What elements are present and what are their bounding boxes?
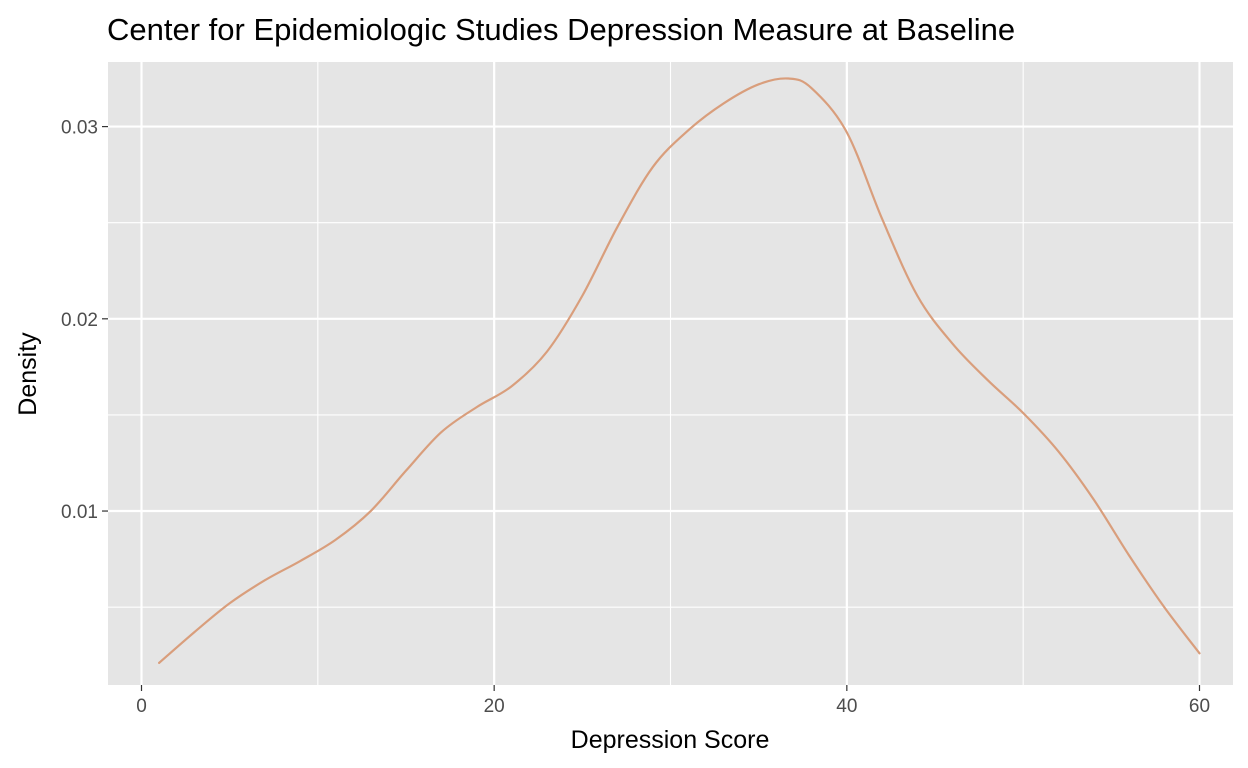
x-tick-label: 60	[1189, 696, 1210, 717]
y-axis: 0.01 0.02 0.03	[61, 118, 108, 523]
minor-grid	[108, 62, 1233, 685]
chart-title: Center for Epidemiologic Studies Depress…	[107, 12, 1015, 47]
major-grid	[108, 62, 1233, 685]
x-axis: 0 20 40 60	[136, 685, 1210, 717]
y-axis-title: Density	[14, 332, 42, 416]
y-tick-label: 0.02	[61, 310, 98, 331]
x-tick-label: 40	[836, 696, 857, 717]
y-tick-label: 0.03	[61, 118, 98, 139]
density-line	[158, 77, 1201, 664]
data-layer	[158, 77, 1201, 664]
x-tick-label: 20	[484, 696, 505, 717]
y-tick-label: 0.01	[61, 502, 98, 523]
x-axis-title: Depression Score	[571, 726, 770, 754]
x-tick-label: 0	[136, 696, 147, 717]
